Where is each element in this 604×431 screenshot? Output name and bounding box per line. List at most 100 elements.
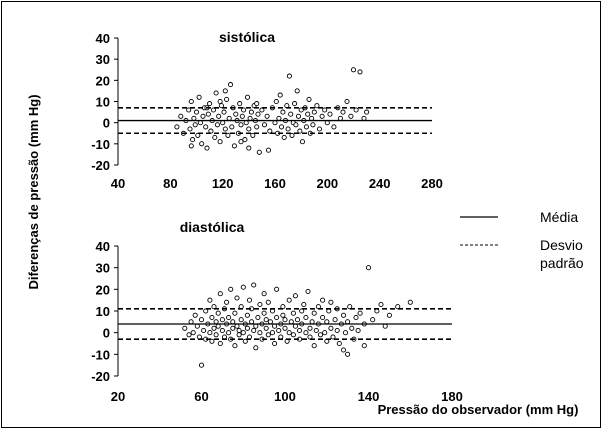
dia-data-point bbox=[207, 297, 213, 303]
sys-data-point bbox=[197, 120, 203, 126]
dia-data-point bbox=[186, 332, 192, 338]
sys-data-point bbox=[288, 111, 294, 117]
sys-data-point bbox=[174, 124, 180, 130]
sys-data-point bbox=[297, 128, 303, 134]
dia-data-point bbox=[249, 319, 255, 325]
sys-data-point bbox=[221, 109, 227, 115]
dia-data-point bbox=[190, 330, 196, 336]
dia-data-point bbox=[345, 319, 351, 325]
dia-data-point bbox=[213, 319, 219, 325]
sys-data-point bbox=[238, 122, 244, 128]
dia-data-point bbox=[253, 323, 259, 329]
dia-data-point bbox=[307, 325, 313, 331]
sys-data-point bbox=[242, 137, 248, 143]
sys-data-point bbox=[246, 145, 252, 151]
sys-data-point bbox=[337, 115, 343, 121]
dia-data-point bbox=[215, 323, 221, 329]
dia-data-point bbox=[361, 343, 367, 349]
dia-data-point bbox=[255, 314, 261, 321]
sys-data-point bbox=[292, 101, 298, 107]
dia-data-point bbox=[342, 330, 349, 336]
sys-data-point bbox=[226, 115, 232, 121]
sys-data-point bbox=[256, 149, 262, 155]
sys-data-point bbox=[216, 113, 222, 119]
dia-data-point bbox=[303, 314, 309, 321]
sys-data-point bbox=[298, 107, 304, 113]
sys-data-point bbox=[220, 120, 226, 126]
dia-data-point bbox=[230, 319, 236, 325]
dia-data-point bbox=[232, 310, 238, 316]
dia-data-point bbox=[203, 308, 209, 314]
dia-data-point bbox=[207, 330, 213, 336]
dia-data-point bbox=[198, 362, 205, 368]
dia-data-point bbox=[261, 291, 267, 297]
sys-data-point bbox=[178, 113, 184, 119]
sys-data-point bbox=[289, 132, 295, 138]
sys-data-point bbox=[203, 124, 209, 130]
sys-data-point bbox=[277, 92, 283, 98]
dia-data-point bbox=[365, 265, 372, 271]
dia-y-tick-label: 30 bbox=[96, 261, 110, 276]
dia-data-point bbox=[242, 338, 248, 344]
dia-data-point bbox=[347, 304, 353, 310]
dia-data-point bbox=[232, 343, 238, 349]
dia-data-point bbox=[274, 314, 280, 321]
sys-data-point bbox=[243, 120, 249, 126]
dia-y-tick-label: -10 bbox=[91, 347, 110, 362]
sys-x-tick-label: 280 bbox=[421, 176, 443, 191]
dia-data-point bbox=[253, 345, 259, 351]
sys-x-tick-label: 80 bbox=[163, 176, 177, 191]
dia-data-point bbox=[226, 330, 232, 336]
dia-data-point bbox=[299, 308, 305, 314]
dia-y-tick-label: 0 bbox=[103, 326, 110, 341]
sys-data-point bbox=[311, 109, 317, 115]
sys-data-point bbox=[316, 126, 323, 132]
sys-data-point bbox=[213, 90, 219, 96]
sys-data-point bbox=[222, 88, 228, 94]
sys-data-point bbox=[259, 107, 265, 113]
sys-data-point bbox=[247, 115, 253, 121]
sys-data-point bbox=[190, 137, 196, 143]
sys-data-point bbox=[233, 111, 239, 117]
dia-data-point bbox=[309, 319, 315, 325]
dia-data-point bbox=[209, 338, 215, 344]
sys-data-point bbox=[293, 122, 299, 128]
sys-data-point bbox=[188, 98, 194, 105]
sys-data-point bbox=[224, 96, 230, 102]
sys-data-point bbox=[239, 113, 245, 119]
sys-x-tick-label: 120 bbox=[212, 176, 234, 191]
dia-data-point bbox=[265, 332, 271, 338]
dia-data-point bbox=[182, 325, 188, 331]
dia-data-point bbox=[313, 327, 319, 334]
dia-data-point bbox=[240, 284, 246, 290]
dia-data-point bbox=[330, 334, 336, 340]
sys-data-point bbox=[305, 111, 311, 117]
sys-data-point bbox=[186, 107, 192, 113]
dia-data-point bbox=[282, 325, 288, 331]
dia-data-point bbox=[201, 327, 207, 334]
sys-y-tick-label: 0 bbox=[103, 116, 110, 131]
sys-data-point bbox=[306, 96, 312, 102]
dia-data-point bbox=[336, 340, 342, 347]
sys-data-point bbox=[319, 113, 325, 119]
dia-data-point bbox=[209, 314, 215, 321]
dia-data-point bbox=[353, 314, 359, 321]
sys-data-point bbox=[200, 113, 206, 119]
dia-data-point bbox=[280, 312, 286, 318]
sys-data-point bbox=[246, 126, 252, 132]
dia-data-point bbox=[286, 297, 292, 303]
dia-data-point bbox=[217, 340, 223, 347]
dia-data-point bbox=[257, 330, 263, 336]
dia-data-point bbox=[219, 317, 225, 323]
dia-data-point bbox=[192, 312, 198, 318]
dia-data-point bbox=[267, 319, 273, 325]
sys-data-point bbox=[327, 111, 333, 117]
sys-data-point bbox=[225, 132, 231, 138]
dia-data-point bbox=[288, 319, 294, 325]
sys-data-point bbox=[314, 103, 320, 109]
dia-data-point bbox=[292, 293, 298, 299]
sys-data-point bbox=[238, 139, 244, 145]
sys-data-point bbox=[264, 113, 270, 119]
sys-data-point bbox=[272, 120, 278, 126]
sys-data-point bbox=[222, 126, 228, 132]
